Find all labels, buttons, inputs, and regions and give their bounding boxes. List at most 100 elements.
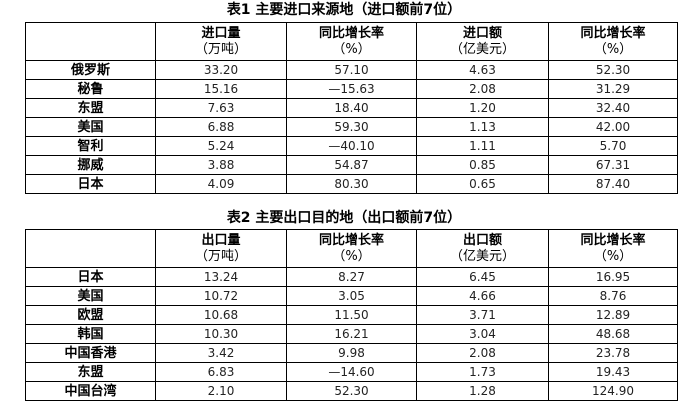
table-cell: 6.83 xyxy=(155,362,287,382)
column-header-label: 出口额 xyxy=(462,232,502,248)
table-cell: 8.76 xyxy=(548,286,678,306)
table-cell: 54.87 xyxy=(286,155,417,175)
column-header-label: 同比增长率 xyxy=(318,232,384,248)
row-label: 挪威 xyxy=(25,155,156,175)
table-cell: 52.30 xyxy=(286,381,417,401)
table-cell: 11.50 xyxy=(286,305,417,325)
table-row: 秘鲁 15.16 —15.63 2.08 31.29 xyxy=(25,79,678,99)
table-cell: 12.89 xyxy=(548,305,678,325)
row-label: 东盟 xyxy=(25,362,156,382)
table-row: 挪威 3.88 54.87 0.85 67.31 xyxy=(25,155,678,175)
column-header-label: 同比增长率 xyxy=(318,25,384,41)
table-row: 韩国 10.30 16.21 3.04 48.68 xyxy=(25,324,678,344)
row-label: 秘鲁 xyxy=(25,79,156,99)
table-cell: 32.40 xyxy=(548,98,678,118)
column-header-unit: （万吨） xyxy=(194,248,247,264)
column-header: 进口量 （万吨） xyxy=(155,22,287,61)
column-header-label: 出口量 xyxy=(201,232,241,248)
row-label: 俄罗斯 xyxy=(25,60,156,80)
export-destinations-table: 出口量 （万吨） 同比增长率 （%） 出口额 （亿美元） 同比增长率 （%） 日本 13.24 8.… xyxy=(25,229,678,401)
column-header-label: 同比增长率 xyxy=(580,232,646,248)
table2-title: 表2 主要出口目的地（出口额前7位） xyxy=(226,210,462,226)
row-label: 韩国 xyxy=(25,324,156,344)
row-label: 日本 xyxy=(25,267,156,287)
table-cell: 8.27 xyxy=(286,267,417,287)
table-cell: 1.73 xyxy=(416,362,549,382)
row-label: 智利 xyxy=(25,136,156,156)
column-header-unit: （%） xyxy=(332,41,371,57)
table-cell: 124.90 xyxy=(548,381,678,401)
table-row: 智利 5.24 —40.10 1.11 5.70 xyxy=(25,136,678,156)
column-header-unit: （%） xyxy=(593,41,633,57)
table-row: 中国台湾 2.10 52.30 1.28 124.90 xyxy=(25,381,678,401)
table-cell: 10.72 xyxy=(155,286,287,306)
row-label: 中国台湾 xyxy=(25,381,156,401)
table-cell: 33.20 xyxy=(155,60,287,80)
header-blank xyxy=(25,229,156,268)
table-cell: 10.30 xyxy=(155,324,287,344)
table-cell: 1.20 xyxy=(416,98,549,118)
column-header-unit: （亿美元） xyxy=(449,41,515,57)
table-cell: 31.29 xyxy=(548,79,678,99)
table-cell: 2.08 xyxy=(416,343,549,363)
column-header: 同比增长率 （%） xyxy=(286,229,417,268)
table-cell: 0.65 xyxy=(416,174,549,194)
table-cell: 48.68 xyxy=(548,324,678,344)
table-cell: 16.95 xyxy=(548,267,678,287)
table-cell: 87.40 xyxy=(548,174,678,194)
column-header-label: 进口额 xyxy=(462,25,502,41)
header-blank xyxy=(25,22,156,61)
column-header: 同比增长率 （%） xyxy=(548,22,678,61)
table-cell: 3.88 xyxy=(155,155,287,175)
table-cell: 67.31 xyxy=(548,155,678,175)
table-row: 美国 10.72 3.05 4.66 8.76 xyxy=(25,286,678,306)
table-row: 日本 13.24 8.27 6.45 16.95 xyxy=(25,267,678,287)
table-cell: 42.00 xyxy=(548,117,678,137)
table-cell: 3.42 xyxy=(155,343,287,363)
table-cell: 4.66 xyxy=(416,286,549,306)
table-cell: 6.88 xyxy=(155,117,287,137)
table-cell: 1.11 xyxy=(416,136,549,156)
table-cell: —15.63 xyxy=(286,79,417,99)
table-cell: 9.98 xyxy=(286,343,417,363)
table-cell: 16.21 xyxy=(286,324,417,344)
column-header-unit: （%） xyxy=(332,248,371,264)
row-label: 中国香港 xyxy=(25,343,156,363)
table-row: 俄罗斯 33.20 57.10 4.63 52.30 xyxy=(25,60,678,80)
column-header: 同比增长率 （%） xyxy=(286,22,417,61)
table-row: 美国 6.88 59.30 1.13 42.00 xyxy=(25,117,678,137)
table-row: 东盟 7.63 18.40 1.20 32.40 xyxy=(25,98,678,118)
table-cell: 2.08 xyxy=(416,79,549,99)
table-cell: 19.43 xyxy=(548,362,678,382)
table-cell: 57.10 xyxy=(286,60,417,80)
table-cell: 15.16 xyxy=(155,79,287,99)
table-cell: 10.68 xyxy=(155,305,287,325)
table-cell: 3.05 xyxy=(286,286,417,306)
table-cell: —40.10 xyxy=(286,136,417,156)
header-row: 进口量 （万吨） 同比增长率 （%） 进口额 （亿美元） 同比增长率 （%） xyxy=(25,22,678,61)
column-header-unit: （亿美元） xyxy=(449,248,515,264)
table-cell: 2.10 xyxy=(155,381,287,401)
row-label: 美国 xyxy=(25,117,156,137)
table-cell: 0.85 xyxy=(416,155,549,175)
column-header-unit: （万吨） xyxy=(194,41,247,57)
table-cell: 52.30 xyxy=(548,60,678,80)
table-cell: 7.63 xyxy=(155,98,287,118)
column-header: 进口额 （亿美元） xyxy=(416,22,549,61)
table-cell: 59.30 xyxy=(286,117,417,137)
table-cell: 5.70 xyxy=(548,136,678,156)
column-header: 出口额 （亿美元） xyxy=(416,229,549,268)
row-label: 美国 xyxy=(25,286,156,306)
table-row: 日本 4.09 80.30 0.65 87.40 xyxy=(25,174,678,194)
import-sources-table: 进口量 （万吨） 同比增长率 （%） 进口额 （亿美元） 同比增长率 （%） 俄罗斯 33.20 5… xyxy=(25,22,678,194)
table-cell: 80.30 xyxy=(286,174,417,194)
table-cell: 1.28 xyxy=(416,381,549,401)
column-header-label: 进口量 xyxy=(201,25,241,41)
table-row: 中国香港 3.42 9.98 2.08 23.78 xyxy=(25,343,678,363)
table-row: 东盟 6.83 —14.60 1.73 19.43 xyxy=(25,362,678,382)
row-label: 东盟 xyxy=(25,98,156,118)
table-cell: 6.45 xyxy=(416,267,549,287)
table-cell: 5.24 xyxy=(155,136,287,156)
table-cell: 3.71 xyxy=(416,305,549,325)
column-header-label: 同比增长率 xyxy=(580,25,646,41)
